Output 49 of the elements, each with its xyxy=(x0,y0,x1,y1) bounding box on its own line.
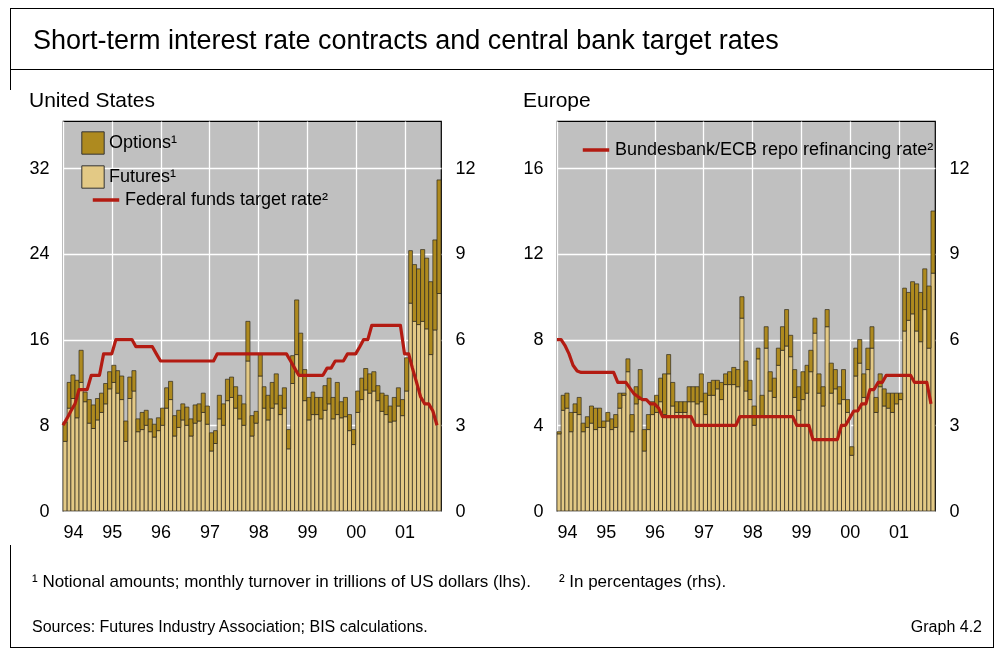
y-tick-label: 24 xyxy=(29,243,50,264)
x-tick-label: 95 xyxy=(102,521,123,542)
y2-tick-label: 0 xyxy=(455,500,466,521)
y-tick-label: 0 xyxy=(533,500,544,521)
y-tick-label: 8 xyxy=(39,414,50,435)
y-tick-label: 12 xyxy=(523,243,544,264)
source-note: Sources: Futures Industry Association; BIS calculations. xyxy=(32,618,428,636)
chart-title: Short-term interest rate contracts and central bank target rates xyxy=(11,9,993,70)
legend-label: Futures¹ xyxy=(109,166,177,186)
y-tick-label: 0 xyxy=(39,500,50,521)
x-tick-label: 96 xyxy=(644,521,666,542)
x-tick-label: 98 xyxy=(742,521,763,542)
y2-tick-label: 12 xyxy=(949,157,970,178)
y2-tick-label: 3 xyxy=(455,414,466,435)
chart-title: Europe xyxy=(522,88,591,111)
x-tick-label: 96 xyxy=(150,521,172,542)
line-series xyxy=(61,323,439,427)
y-tick-label: 32 xyxy=(29,157,50,178)
y2-tick-label: 6 xyxy=(455,329,466,350)
y2-tick-label: 9 xyxy=(949,243,960,264)
x-tick-label: 01 xyxy=(889,521,910,542)
text: ¹ Notional amounts; monthly turnover in trillions of US dollars (lhs). xyxy=(32,572,531,592)
legend-label: Federal funds target rate² xyxy=(125,189,329,209)
x-tick-label: 98 xyxy=(248,521,269,542)
y-tick-label: 16 xyxy=(523,157,544,178)
x-tick-label: 99 xyxy=(297,521,318,542)
x-tick-label: 95 xyxy=(596,521,617,542)
x-tick-label: 97 xyxy=(199,521,220,542)
legend-label: Options¹ xyxy=(109,132,178,152)
caption: Graph 4.2 xyxy=(910,618,982,636)
y-tick-label: 4 xyxy=(533,414,544,435)
y2-tick-label: 9 xyxy=(455,243,466,264)
y-tick-label: 8 xyxy=(533,329,544,350)
legend-label: Bundesbank/ECB repo refinancing rate² xyxy=(615,139,934,159)
line-series xyxy=(555,337,933,442)
chart-subtitle: United States xyxy=(28,88,156,111)
y-tick-label: 16 xyxy=(29,329,50,350)
y2-tick-label: 6 xyxy=(949,329,960,350)
x-tick-label: 99 xyxy=(791,521,812,542)
y2-tick-label: 0 xyxy=(949,500,960,521)
x-tick-label: 00 xyxy=(346,521,367,542)
x-tick-label: 94 xyxy=(63,521,84,542)
y2-tick-label: 3 xyxy=(949,414,960,435)
x-tick-label: 94 xyxy=(557,521,578,542)
x-tick-label: 97 xyxy=(693,521,714,542)
text: ² In percentages (rhs). xyxy=(558,572,727,592)
x-tick-label: 00 xyxy=(840,521,861,542)
x-tick-label: 01 xyxy=(395,521,416,542)
y2-tick-label: 12 xyxy=(455,157,476,178)
